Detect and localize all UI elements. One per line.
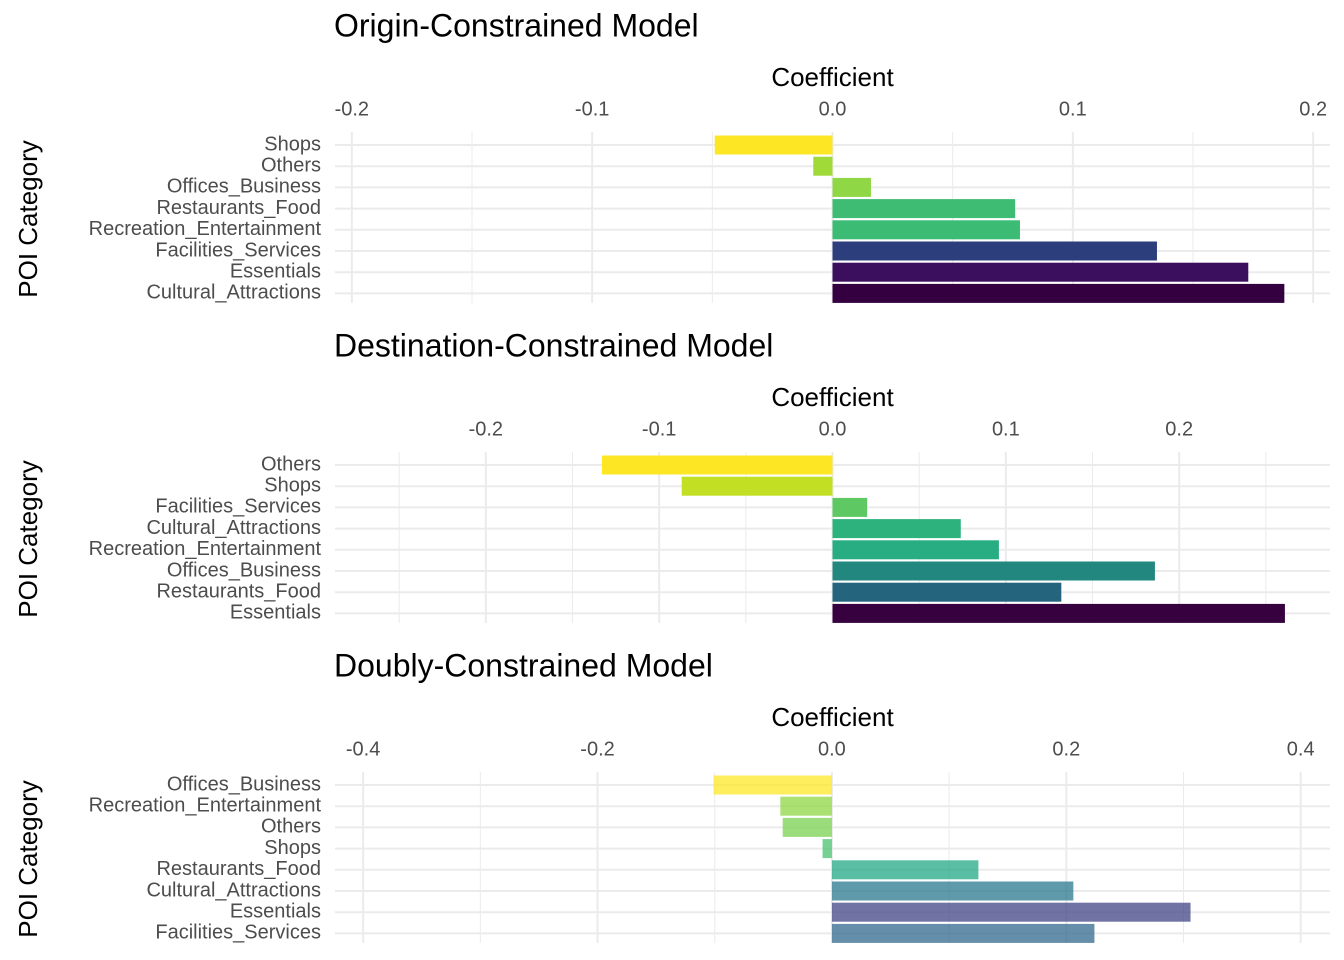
- bar: [832, 497, 868, 517]
- y-tick-label: Restaurants_Food: [156, 858, 321, 880]
- x-tick-label: -0.1: [575, 98, 609, 120]
- y-axis-label: POI Category: [13, 780, 43, 938]
- bar: [782, 817, 832, 837]
- y-tick-label: Restaurants_Food: [156, 580, 321, 602]
- y-tick-label: Others: [261, 453, 321, 475]
- y-tick-label: Shops: [264, 837, 321, 859]
- y-tick-label: Facilities_Services: [155, 922, 321, 944]
- bar: [713, 775, 832, 795]
- bar: [832, 603, 1285, 623]
- y-tick-label: Facilities_Services: [155, 239, 321, 261]
- x-tick-label: 0.1: [992, 418, 1020, 440]
- y-axis-label: POI Category: [13, 140, 43, 298]
- bar: [831, 881, 1074, 901]
- bar: [831, 860, 979, 880]
- y-tick-label: Recreation_Entertainment: [89, 794, 322, 816]
- x-tick-label: -0.4: [346, 738, 380, 760]
- x-tick-label: 0.2: [1052, 738, 1080, 760]
- y-tick-label: Offices_Business: [167, 176, 321, 198]
- x-tick-label: 0.2: [1299, 98, 1327, 120]
- y-tick-label: Facilities_Services: [155, 496, 321, 518]
- panel-title: Destination-Constrained Model: [334, 327, 773, 363]
- y-tick-label: Shops: [264, 474, 321, 496]
- y-tick-label: Essentials: [230, 260, 321, 282]
- x-tick-label: 0.0: [819, 98, 847, 120]
- y-tick-label: Offices_Business: [167, 559, 321, 581]
- bar: [832, 561, 1155, 581]
- bar: [681, 476, 833, 496]
- x-tick-label: 0.2: [1165, 418, 1193, 440]
- x-tick-label: 0.0: [819, 418, 847, 440]
- y-tick-label: Cultural_Attractions: [146, 879, 321, 901]
- bar: [831, 923, 1095, 943]
- bar: [832, 220, 1020, 240]
- y-tick-label: Others: [261, 816, 321, 838]
- bar: [714, 135, 833, 155]
- bar: [831, 902, 1191, 922]
- bar: [832, 519, 961, 539]
- x-tick-label: 0.1: [1059, 98, 1087, 120]
- bar: [832, 582, 1062, 602]
- x-tick-label: -0.2: [469, 418, 503, 440]
- bar: [813, 156, 833, 176]
- y-tick-label: Offices_Business: [167, 773, 321, 795]
- x-axis-label: Coefficient: [771, 702, 894, 732]
- x-tick-label: -0.2: [580, 738, 614, 760]
- bar: [780, 796, 832, 816]
- bar: [832, 241, 1157, 261]
- y-tick-label: Essentials: [230, 602, 321, 624]
- y-tick-label: Others: [261, 154, 321, 176]
- x-axis-label: Coefficient: [771, 382, 894, 412]
- x-tick-label: -0.1: [642, 418, 676, 440]
- bar: [601, 455, 833, 475]
- y-tick-label: Essentials: [230, 900, 321, 922]
- y-tick-label: Cultural_Attractions: [146, 282, 321, 304]
- bar: [832, 177, 871, 197]
- y-tick-label: Recreation_Entertainment: [89, 538, 322, 560]
- bar: [832, 262, 1249, 282]
- y-tick-label: Restaurants_Food: [156, 197, 321, 219]
- y-tick-label: Shops: [264, 133, 321, 155]
- panel-title: Origin-Constrained Model: [334, 7, 699, 43]
- x-tick-label: 0.0: [818, 738, 846, 760]
- bar: [832, 540, 999, 560]
- x-axis-label: Coefficient: [771, 62, 894, 92]
- bar: [832, 283, 1285, 303]
- y-tick-label: Recreation_Entertainment: [89, 218, 322, 240]
- bar: [822, 839, 832, 859]
- x-tick-label: 0.4: [1287, 738, 1315, 760]
- y-tick-label: Cultural_Attractions: [146, 517, 321, 539]
- y-axis-label: POI Category: [13, 460, 43, 618]
- x-tick-label: -0.2: [335, 98, 369, 120]
- bar: [832, 199, 1016, 219]
- panel-title: Doubly-Constrained Model: [334, 647, 713, 683]
